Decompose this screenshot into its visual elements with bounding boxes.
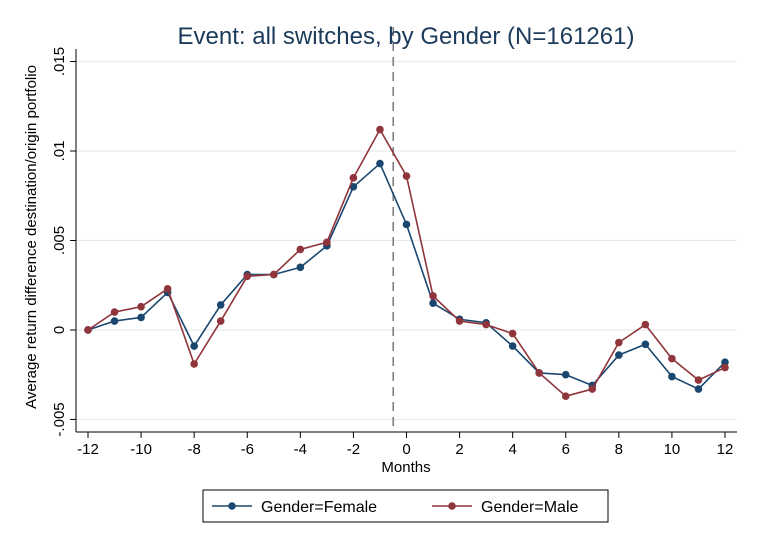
data-point: [137, 302, 145, 311]
data-point: [615, 351, 623, 359]
data-point: [296, 263, 305, 272]
data-point: [429, 292, 437, 300]
data-point: [110, 317, 119, 325]
data-point: [190, 342, 198, 350]
data-point: [482, 320, 490, 329]
data-point: [402, 220, 411, 229]
data-point: [694, 385, 703, 393]
data-point: [535, 369, 544, 377]
legend-entry-female: Gender=Female: [212, 499, 377, 516]
data-point: [561, 370, 570, 379]
data-point: [216, 317, 225, 325]
data-point: [508, 329, 517, 338]
chart-title: Event: all switches, by Gender (N=161261…: [178, 23, 635, 50]
legend-entry-male: Gender=Male: [432, 499, 578, 516]
data-point: [561, 392, 570, 401]
y-tick-label: .01: [51, 141, 68, 162]
data-point: [402, 172, 411, 180]
data-point: [190, 360, 198, 368]
x-tick-label: -2: [347, 441, 360, 458]
x-tick-label: 2: [455, 441, 463, 458]
data-point: [721, 363, 729, 372]
legend-marker-female: [228, 502, 236, 510]
data-point: [163, 285, 172, 293]
data-point: [376, 159, 384, 168]
x-axis-label: Months: [381, 459, 430, 476]
data-point: [694, 376, 703, 384]
data-point: [668, 372, 676, 381]
y-tick-label: -.005: [51, 402, 68, 436]
data-point: [588, 385, 597, 393]
x-tick-label: 4: [508, 441, 516, 458]
data-point: [376, 125, 384, 134]
data-point: [349, 183, 358, 191]
data-point: [455, 317, 464, 325]
series-1: [84, 125, 729, 401]
y-tick-label: 0: [51, 326, 68, 334]
x-tick-label: -4: [294, 441, 307, 458]
x-tick-label: 0: [402, 441, 410, 458]
x-tick-label: -6: [241, 441, 254, 458]
data-point: [641, 340, 650, 349]
x-tick-label: 8: [615, 441, 623, 458]
legend-marker-male: [448, 502, 456, 510]
x-tick-label: -8: [187, 441, 200, 458]
series-group: [84, 125, 729, 401]
data-point: [296, 245, 305, 254]
x-tick-label: 6: [562, 441, 570, 458]
legend-label-female: Gender=Female: [261, 499, 377, 516]
y-tick-label: .005: [51, 226, 68, 255]
x-tick-label: -10: [130, 441, 152, 458]
data-point: [615, 338, 623, 347]
x-tick-label: 10: [664, 441, 681, 458]
legend-box: [202, 489, 609, 523]
x-tick-label: 12: [717, 441, 734, 458]
y-axis-label: Average return difference destination/or…: [23, 65, 40, 409]
data-point: [84, 326, 92, 334]
data-point: [668, 354, 676, 363]
data-point: [216, 301, 225, 309]
data-point: [243, 272, 252, 281]
data-point: [721, 358, 729, 367]
legend-label-male: Gender=Male: [481, 499, 578, 516]
data-point: [269, 270, 278, 279]
y-tick-label: .015: [51, 47, 68, 76]
data-point: [110, 308, 119, 316]
data-point: [429, 299, 437, 307]
x-tick-label: -12: [77, 441, 99, 458]
x-axis-ticks: -12 -10 -8 -6 -4 -2 0 2 4 6 8 10 12: [77, 432, 733, 458]
data-point: [508, 342, 517, 350]
data-point: [641, 320, 650, 329]
data-point: [323, 238, 331, 247]
data-point: [137, 313, 145, 322]
y-axis-ticks: -.005 0 .005 .01 .015: [51, 47, 76, 437]
data-point: [349, 174, 358, 182]
